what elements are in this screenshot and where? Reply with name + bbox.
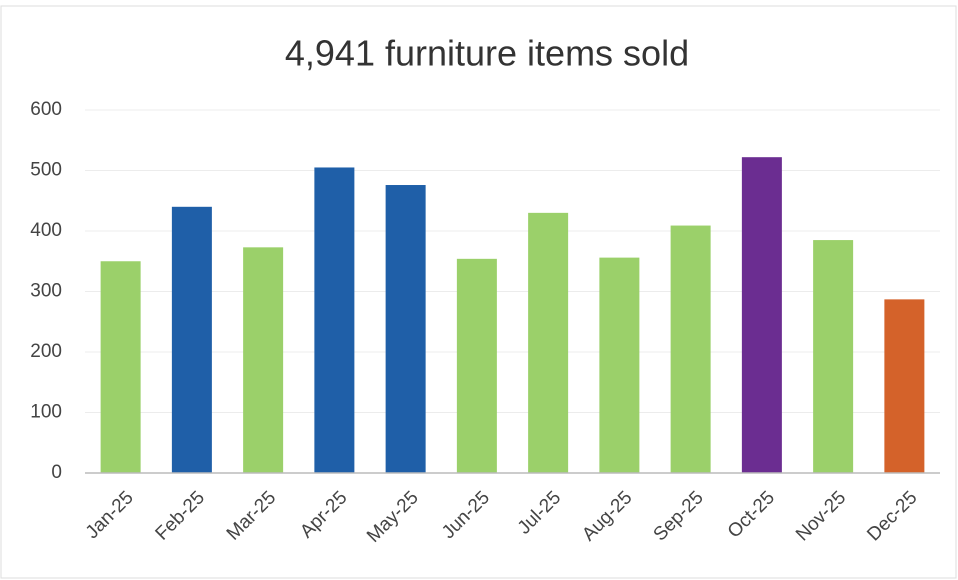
bar [314, 167, 355, 473]
bar [813, 240, 854, 473]
bar [884, 299, 925, 473]
y-tick-label: 200 [30, 341, 62, 362]
bar [171, 206, 212, 474]
bar [599, 257, 640, 473]
bar [385, 185, 426, 473]
y-tick-label: 400 [30, 220, 62, 241]
chart-title: 4,941 furniture items sold [285, 33, 689, 74]
y-tick-label: 300 [30, 281, 62, 302]
bar [243, 247, 284, 473]
bar [741, 157, 782, 473]
bar [670, 225, 711, 473]
y-tick-label: 600 [30, 99, 62, 120]
y-tick-label: 0 [51, 462, 62, 483]
y-tick-label: 100 [30, 402, 62, 423]
bar [456, 258, 497, 473]
bar [100, 261, 141, 473]
bar [528, 212, 569, 473]
y-tick-label: 500 [30, 160, 62, 181]
